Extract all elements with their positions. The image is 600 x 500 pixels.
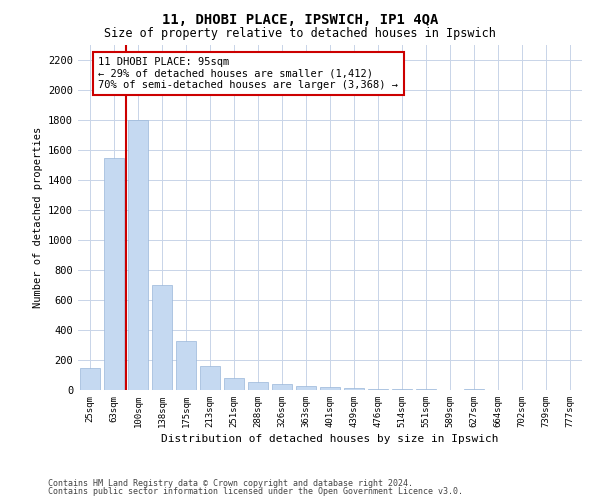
Bar bbox=[416, 389, 436, 390]
Text: 11, DHOBI PLACE, IPSWICH, IP1 4QA: 11, DHOBI PLACE, IPSWICH, IP1 4QA bbox=[162, 12, 438, 26]
Bar bbox=[224, 378, 244, 390]
Bar bbox=[248, 382, 268, 390]
Bar bbox=[152, 285, 172, 390]
Bar bbox=[128, 120, 148, 390]
Bar bbox=[80, 368, 100, 390]
Bar bbox=[296, 386, 316, 390]
Bar bbox=[176, 341, 196, 390]
Bar bbox=[104, 158, 124, 390]
Text: Size of property relative to detached houses in Ipswich: Size of property relative to detached ho… bbox=[104, 28, 496, 40]
Bar bbox=[200, 366, 220, 390]
Text: Contains HM Land Registry data © Crown copyright and database right 2024.: Contains HM Land Registry data © Crown c… bbox=[48, 478, 413, 488]
Bar bbox=[392, 389, 412, 390]
Bar bbox=[368, 388, 388, 390]
Bar bbox=[320, 387, 340, 390]
Y-axis label: Number of detached properties: Number of detached properties bbox=[32, 127, 43, 308]
Bar bbox=[272, 384, 292, 390]
Bar bbox=[464, 389, 484, 390]
Text: 11 DHOBI PLACE: 95sqm
← 29% of detached houses are smaller (1,412)
70% of semi-d: 11 DHOBI PLACE: 95sqm ← 29% of detached … bbox=[98, 57, 398, 90]
X-axis label: Distribution of detached houses by size in Ipswich: Distribution of detached houses by size … bbox=[161, 434, 499, 444]
Text: Contains public sector information licensed under the Open Government Licence v3: Contains public sector information licen… bbox=[48, 487, 463, 496]
Bar bbox=[344, 388, 364, 390]
